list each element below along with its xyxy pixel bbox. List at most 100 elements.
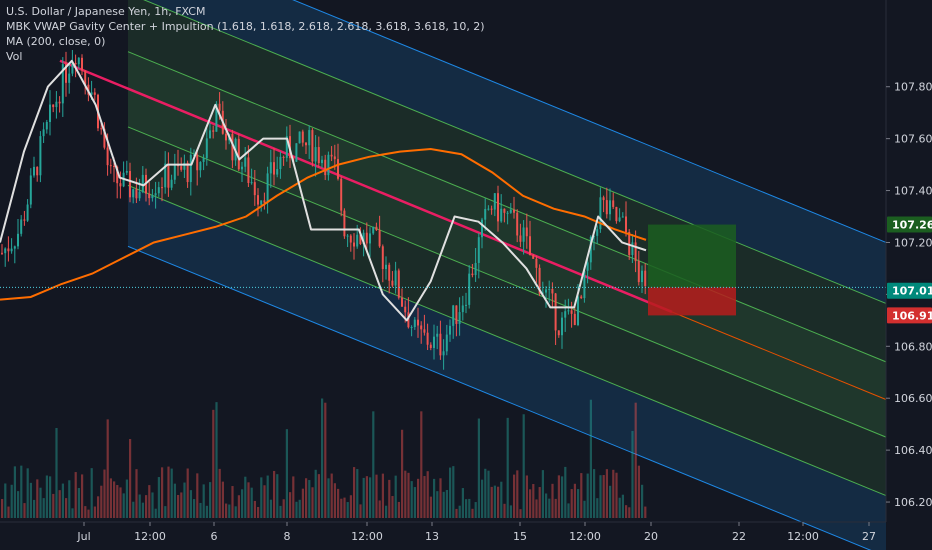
candle-body [164,163,167,188]
ma-200-layer [0,148,647,301]
candle-body [36,166,39,176]
volume-bar [436,491,439,518]
volume-bar [621,494,624,518]
candle-body [577,296,579,326]
candle-body [586,262,589,271]
candle-body [433,336,435,349]
candle-body [148,193,151,199]
candle-body [388,264,391,281]
candle-body [628,232,631,255]
volume-bar [503,503,506,518]
channel-band [128,126,886,496]
volume-bar [586,473,589,518]
volume-bar [253,500,256,518]
volume-bar [273,470,276,518]
candle-body [340,178,343,211]
volume-bar [205,505,208,518]
volume-bar [263,485,266,518]
volume-bar [292,476,295,518]
volume-bar [298,499,301,518]
volume-bars [1,398,647,518]
candle-body [298,131,301,144]
legend-indicator[interactable]: MBK VWAP Gavity Center + Impultion (1.61… [6,20,485,33]
candle-body [71,62,74,74]
volume-bar [1,499,4,518]
candle-body [84,70,87,85]
volume-bar [196,473,199,518]
volume-bar [493,485,496,518]
candle-body [212,130,215,132]
candle-body [497,193,499,222]
volume-bar [570,489,573,518]
stop-zone [648,287,736,316]
candle-body [1,252,3,254]
candle-body [237,138,240,170]
volume-bar [321,398,324,518]
candle-body [378,230,381,247]
volume-bar [225,503,228,518]
candle-body [74,62,77,65]
volume-bar [215,402,218,518]
volume-bar [628,507,631,518]
candle-body [138,191,141,199]
x-tick-label: 6 [211,530,218,543]
volume-bar [116,485,119,518]
volume-bar [465,499,468,518]
candle-body [247,157,250,184]
volume-bar [532,484,535,518]
volume-bar [378,500,381,518]
y-tick-label: 107.400 [894,185,932,198]
candle-body [573,313,576,326]
candle-body [439,333,442,356]
volume-bar [317,474,320,518]
candle-body [225,133,227,141]
price-badge-stop [887,307,932,324]
volume-bar [330,473,333,518]
candle-body [525,227,528,237]
volume-bar [285,429,288,518]
candle-body [65,64,67,83]
legend-vol[interactable]: Vol [6,50,23,63]
volume-bar [404,470,407,518]
volume-bar [458,505,461,518]
volume-bar [49,476,52,518]
volume-bar [122,493,125,518]
volume-bar [506,417,509,518]
legend-ma[interactable]: MA (200, close, 0) [6,35,106,48]
channel-inner-line [127,184,887,497]
volume-bar [433,478,436,518]
candle-body [365,232,368,244]
candle-body [132,189,135,198]
volume-bar [247,482,250,518]
volume-bar [634,402,637,518]
candle-body [77,57,80,65]
volume-bar [148,485,151,518]
candle-body [17,233,19,247]
volume-bar [180,492,183,518]
candle-body [580,296,583,299]
candle-body [644,270,647,287]
candle-body [621,216,624,218]
candle-body [583,270,586,299]
volume-bar [109,478,112,518]
candle-body [218,103,221,111]
candle-body [468,273,471,305]
volume-bar [202,484,205,518]
volume-bar [340,498,343,518]
candle-body [362,232,365,245]
candle-body [324,159,327,176]
volume-bar [327,478,330,518]
volume-bar [631,430,634,518]
volume-bar [71,508,74,518]
legend-symbol[interactable]: U.S. Dollar / Japanese Yen, 1h, FXCM [6,5,206,18]
volume-bar [103,469,106,518]
candle-body [33,166,35,176]
candle-body [4,248,7,254]
x-tick-label: 12:00 [134,530,166,543]
chart-legend: U.S. Dollar / Japanese Yen, 1h, FXCM MBK… [6,4,485,64]
candle-body [58,101,61,104]
candle-body [7,248,10,252]
volume-bar [231,486,234,518]
candle-body [532,255,535,259]
